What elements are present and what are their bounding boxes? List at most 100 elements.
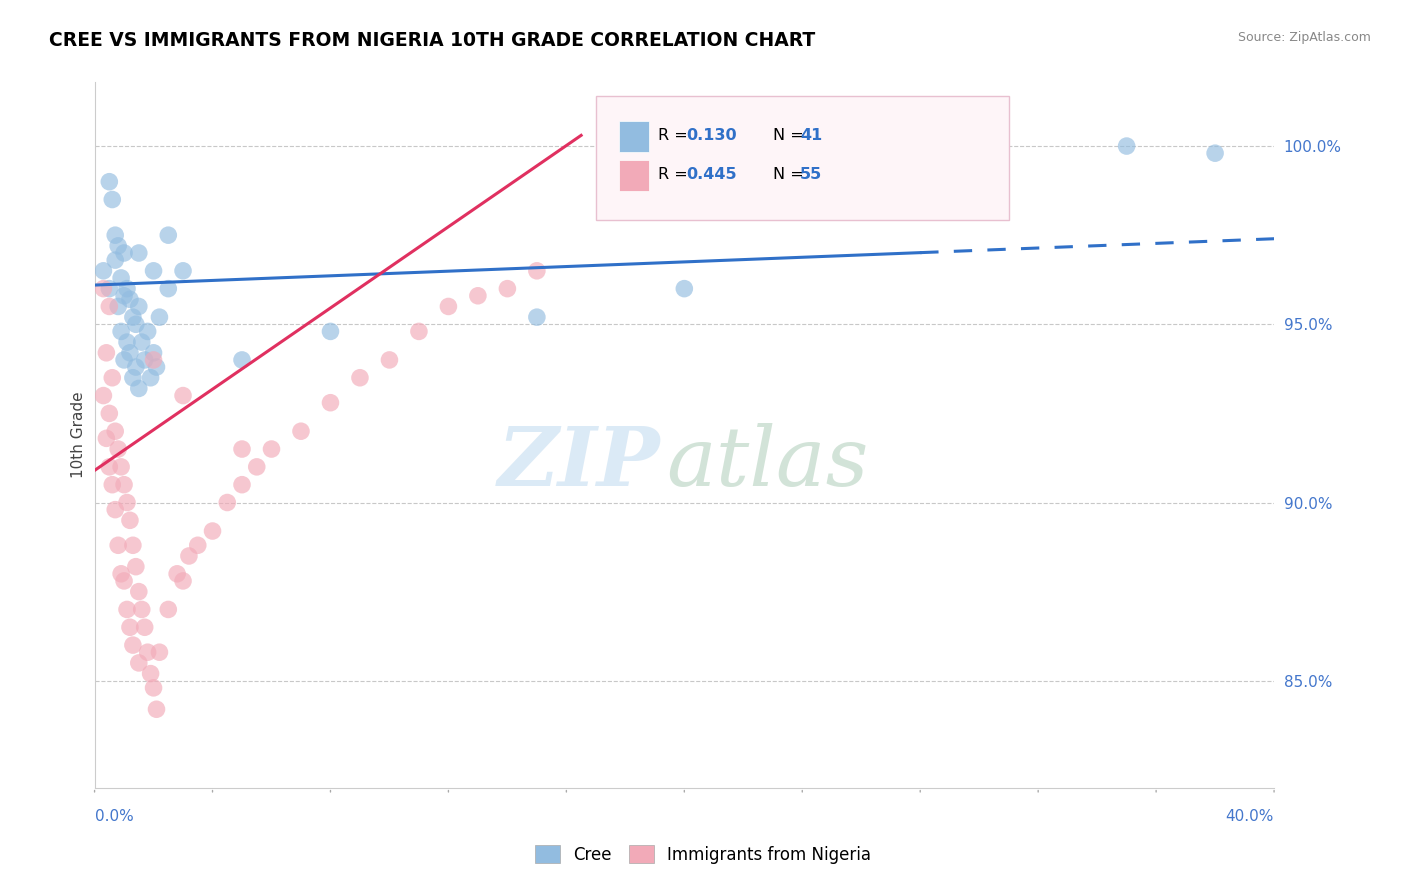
- Point: [118, 620, 141, 634]
- Point: [118, 346, 141, 360]
- Point: [107, 538, 129, 552]
- Point: [349, 370, 371, 384]
- Point: [115, 495, 138, 509]
- Point: [107, 300, 129, 314]
- Point: [246, 459, 269, 474]
- Point: [112, 477, 135, 491]
- Point: [1115, 139, 1137, 153]
- Point: [187, 538, 209, 552]
- Point: [128, 300, 150, 314]
- Point: [110, 566, 132, 581]
- Point: [104, 228, 127, 243]
- Point: [104, 253, 127, 268]
- Point: [98, 175, 121, 189]
- Bar: [620, 120, 650, 153]
- Text: atlas: atlas: [666, 423, 869, 503]
- Text: ZIP: ZIP: [498, 423, 661, 503]
- Point: [112, 574, 135, 588]
- Point: [118, 513, 141, 527]
- Text: CREE VS IMMIGRANTS FROM NIGERIA 10TH GRADE CORRELATION CHART: CREE VS IMMIGRANTS FROM NIGERIA 10TH GRA…: [49, 31, 815, 50]
- Point: [125, 318, 148, 332]
- Point: [112, 289, 135, 303]
- Point: [217, 495, 239, 509]
- Point: [98, 300, 121, 314]
- Text: 41: 41: [800, 128, 823, 143]
- Point: [526, 264, 548, 278]
- Point: [145, 702, 167, 716]
- Point: [110, 459, 132, 474]
- Point: [101, 477, 124, 491]
- Point: [142, 264, 165, 278]
- Point: [231, 477, 253, 491]
- Point: [128, 246, 150, 260]
- Text: 55: 55: [800, 167, 823, 182]
- Point: [157, 282, 180, 296]
- Point: [142, 346, 165, 360]
- FancyBboxPatch shape: [596, 96, 1008, 219]
- Point: [319, 325, 342, 339]
- Point: [98, 282, 121, 296]
- Text: N =: N =: [773, 128, 804, 143]
- Point: [139, 370, 162, 384]
- Point: [122, 538, 145, 552]
- Point: [1204, 146, 1226, 161]
- Text: N =: N =: [773, 167, 804, 182]
- Point: [122, 370, 145, 384]
- Point: [172, 388, 194, 402]
- Point: [128, 656, 150, 670]
- Point: [290, 424, 312, 438]
- Point: [93, 282, 115, 296]
- Point: [107, 442, 129, 456]
- Y-axis label: 10th Grade: 10th Grade: [72, 392, 86, 478]
- Legend: Cree, Immigrants from Nigeria: Cree, Immigrants from Nigeria: [529, 838, 877, 871]
- Text: 40.0%: 40.0%: [1226, 809, 1274, 824]
- Point: [157, 602, 180, 616]
- Point: [172, 264, 194, 278]
- Point: [131, 602, 153, 616]
- Point: [125, 559, 148, 574]
- Point: [157, 228, 180, 243]
- Text: 0.0%: 0.0%: [94, 809, 134, 824]
- Point: [118, 293, 141, 307]
- Point: [148, 310, 170, 325]
- Point: [112, 246, 135, 260]
- Point: [177, 549, 200, 563]
- Point: [125, 360, 148, 375]
- Point: [467, 289, 489, 303]
- Point: [136, 325, 159, 339]
- Point: [128, 381, 150, 395]
- Point: [93, 264, 115, 278]
- Point: [96, 431, 118, 445]
- Point: [115, 602, 138, 616]
- Point: [142, 353, 165, 368]
- Point: [98, 406, 121, 420]
- Point: [145, 360, 167, 375]
- Point: [93, 388, 115, 402]
- Point: [231, 353, 253, 368]
- Bar: [620, 160, 650, 191]
- Point: [526, 310, 548, 325]
- Point: [110, 271, 132, 285]
- Point: [166, 566, 188, 581]
- Point: [98, 459, 121, 474]
- Point: [101, 370, 124, 384]
- Point: [104, 424, 127, 438]
- Point: [496, 282, 519, 296]
- Point: [131, 335, 153, 350]
- Point: [148, 645, 170, 659]
- Point: [122, 638, 145, 652]
- Point: [437, 300, 460, 314]
- Text: 0.130: 0.130: [686, 128, 737, 143]
- Point: [101, 193, 124, 207]
- Text: R =: R =: [658, 167, 688, 182]
- Point: [104, 502, 127, 516]
- Text: Source: ZipAtlas.com: Source: ZipAtlas.com: [1237, 31, 1371, 45]
- Point: [260, 442, 283, 456]
- Point: [142, 681, 165, 695]
- Point: [319, 395, 342, 409]
- Point: [96, 346, 118, 360]
- Point: [136, 645, 159, 659]
- Point: [134, 353, 156, 368]
- Point: [201, 524, 224, 538]
- Text: R =: R =: [658, 128, 688, 143]
